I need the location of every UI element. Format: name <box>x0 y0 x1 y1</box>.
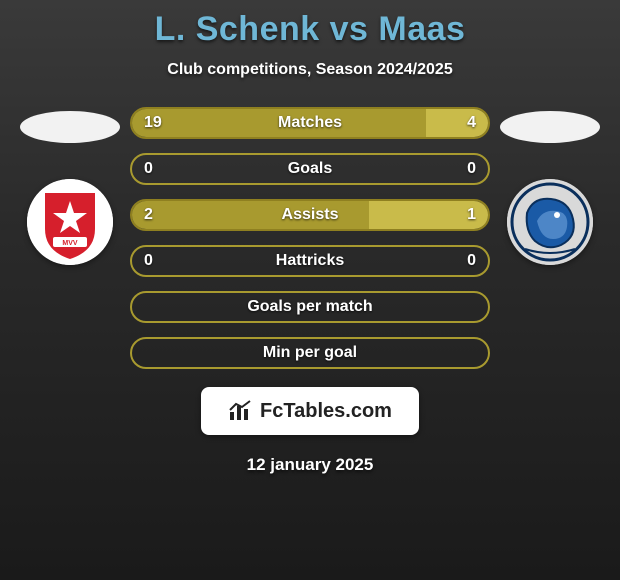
stat-value-left: 2 <box>144 206 153 224</box>
stat-value-left: 0 <box>144 160 153 178</box>
club-logo-left: MVV <box>27 179 113 265</box>
mvv-crest-icon: MVV <box>27 179 113 265</box>
date-line: 12 january 2025 <box>0 455 620 475</box>
player-left-avatar-placeholder <box>20 111 120 143</box>
stat-value-right: 0 <box>467 160 476 178</box>
svg-text:MVV: MVV <box>62 240 78 247</box>
club-logo-right <box>507 179 593 265</box>
stat-label: Hattricks <box>276 252 344 270</box>
stat-label: Assists <box>282 206 339 224</box>
stat-value-right: 0 <box>467 252 476 270</box>
player-left-column: MVV <box>10 107 130 265</box>
stat-bar: Goals per match <box>130 291 490 323</box>
stat-value-right: 4 <box>467 114 476 132</box>
stat-value-left: 19 <box>144 114 162 132</box>
stat-bars: Matches194Goals00Assists21Hattricks00Goa… <box>130 107 490 369</box>
stat-label: Goals per match <box>247 298 372 316</box>
player-right-column <box>490 107 610 265</box>
stat-label: Min per goal <box>263 344 357 362</box>
stat-label: Goals <box>288 160 332 178</box>
stat-bar: Hattricks 0 0 <box>130 245 490 277</box>
comparison-area: MVV Matches 19 4 Goals 0 0 Assists 2 1 Hattricks 0… <box>0 107 620 369</box>
page-title: L. Schenk vs Maas <box>0 0 620 49</box>
stat-bar: Goals 0 0 <box>130 153 490 185</box>
brand-badge: FcTables.com <box>201 387 419 435</box>
stat-bar: Min per goal <box>130 337 490 369</box>
stat-bar: Matches 19 4 <box>130 107 490 139</box>
stat-bar: Assists 2 1 <box>130 199 490 231</box>
player-right-avatar-placeholder <box>500 111 600 143</box>
chart-icon <box>228 400 254 422</box>
stat-label: Matches <box>278 114 342 132</box>
brand-text: FcTables.com <box>260 400 392 423</box>
stat-value-left: 0 <box>144 252 153 270</box>
den-bosch-crest-icon <box>507 179 593 265</box>
stat-value-right: 1 <box>467 206 476 224</box>
page-subtitle: Club competitions, Season 2024/2025 <box>0 61 620 79</box>
